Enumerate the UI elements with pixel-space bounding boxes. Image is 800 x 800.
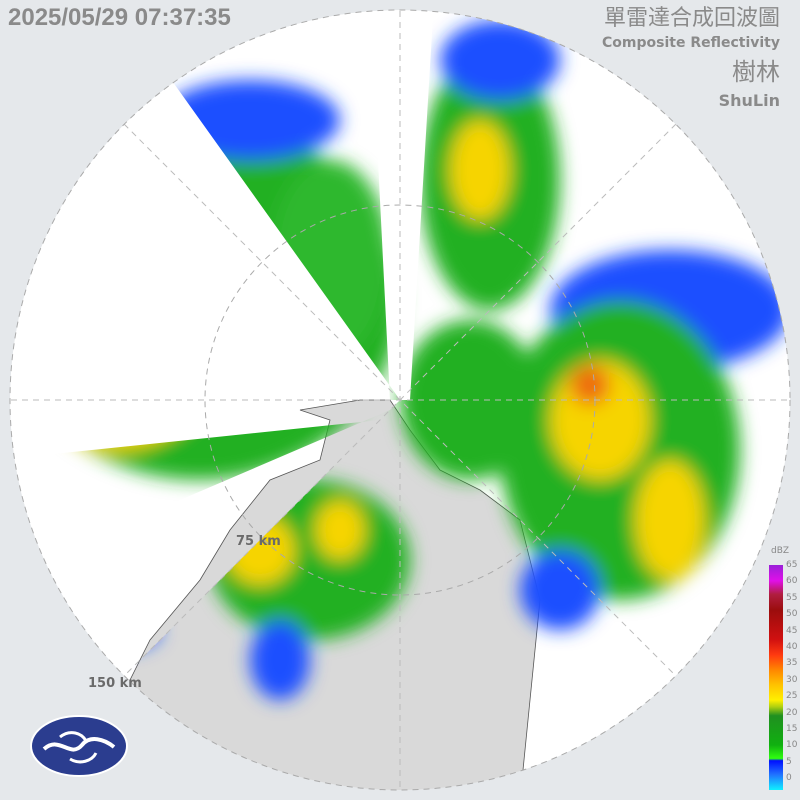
legend-tick: 55 bbox=[786, 592, 798, 603]
legend-tick: 5 bbox=[786, 756, 792, 767]
legend-ticks: 65 60 55 50 45 40 35 30 25 20 15 10 5 0 bbox=[786, 559, 797, 788]
reflectivity-color-scale bbox=[769, 565, 783, 790]
legend-unit: dBZ bbox=[771, 546, 790, 556]
product-title-en: Composite Reflectivity bbox=[602, 35, 780, 51]
station-name-zh: 樹林 bbox=[732, 58, 780, 86]
legend-tick: 65 bbox=[786, 560, 798, 570]
timestamp: 2025/05/29 07:37:35 bbox=[8, 4, 231, 31]
legend-tick: 10 bbox=[786, 740, 798, 751]
legend-tick: 35 bbox=[786, 658, 798, 669]
range-ring-150km bbox=[9, 9, 791, 791]
station-name-en: ShuLin bbox=[718, 91, 780, 110]
ring-label-150km: 150 km bbox=[88, 676, 142, 691]
cwa-logo bbox=[30, 715, 128, 777]
legend-tick: 45 bbox=[786, 625, 798, 636]
legend-tick: 60 bbox=[786, 576, 798, 587]
legend-tick: 40 bbox=[786, 641, 798, 652]
ring-label-75km: 75 km bbox=[236, 534, 281, 549]
legend-tick: 50 bbox=[786, 609, 798, 620]
legend-tick: 25 bbox=[786, 691, 798, 702]
legend-tick: 20 bbox=[786, 707, 798, 718]
legend-tick: 15 bbox=[786, 723, 798, 734]
legend-tick: 0 bbox=[786, 773, 792, 784]
product-title-zh: 單雷達合成回波圖 bbox=[603, 6, 780, 31]
legend-tick: 30 bbox=[786, 674, 798, 685]
